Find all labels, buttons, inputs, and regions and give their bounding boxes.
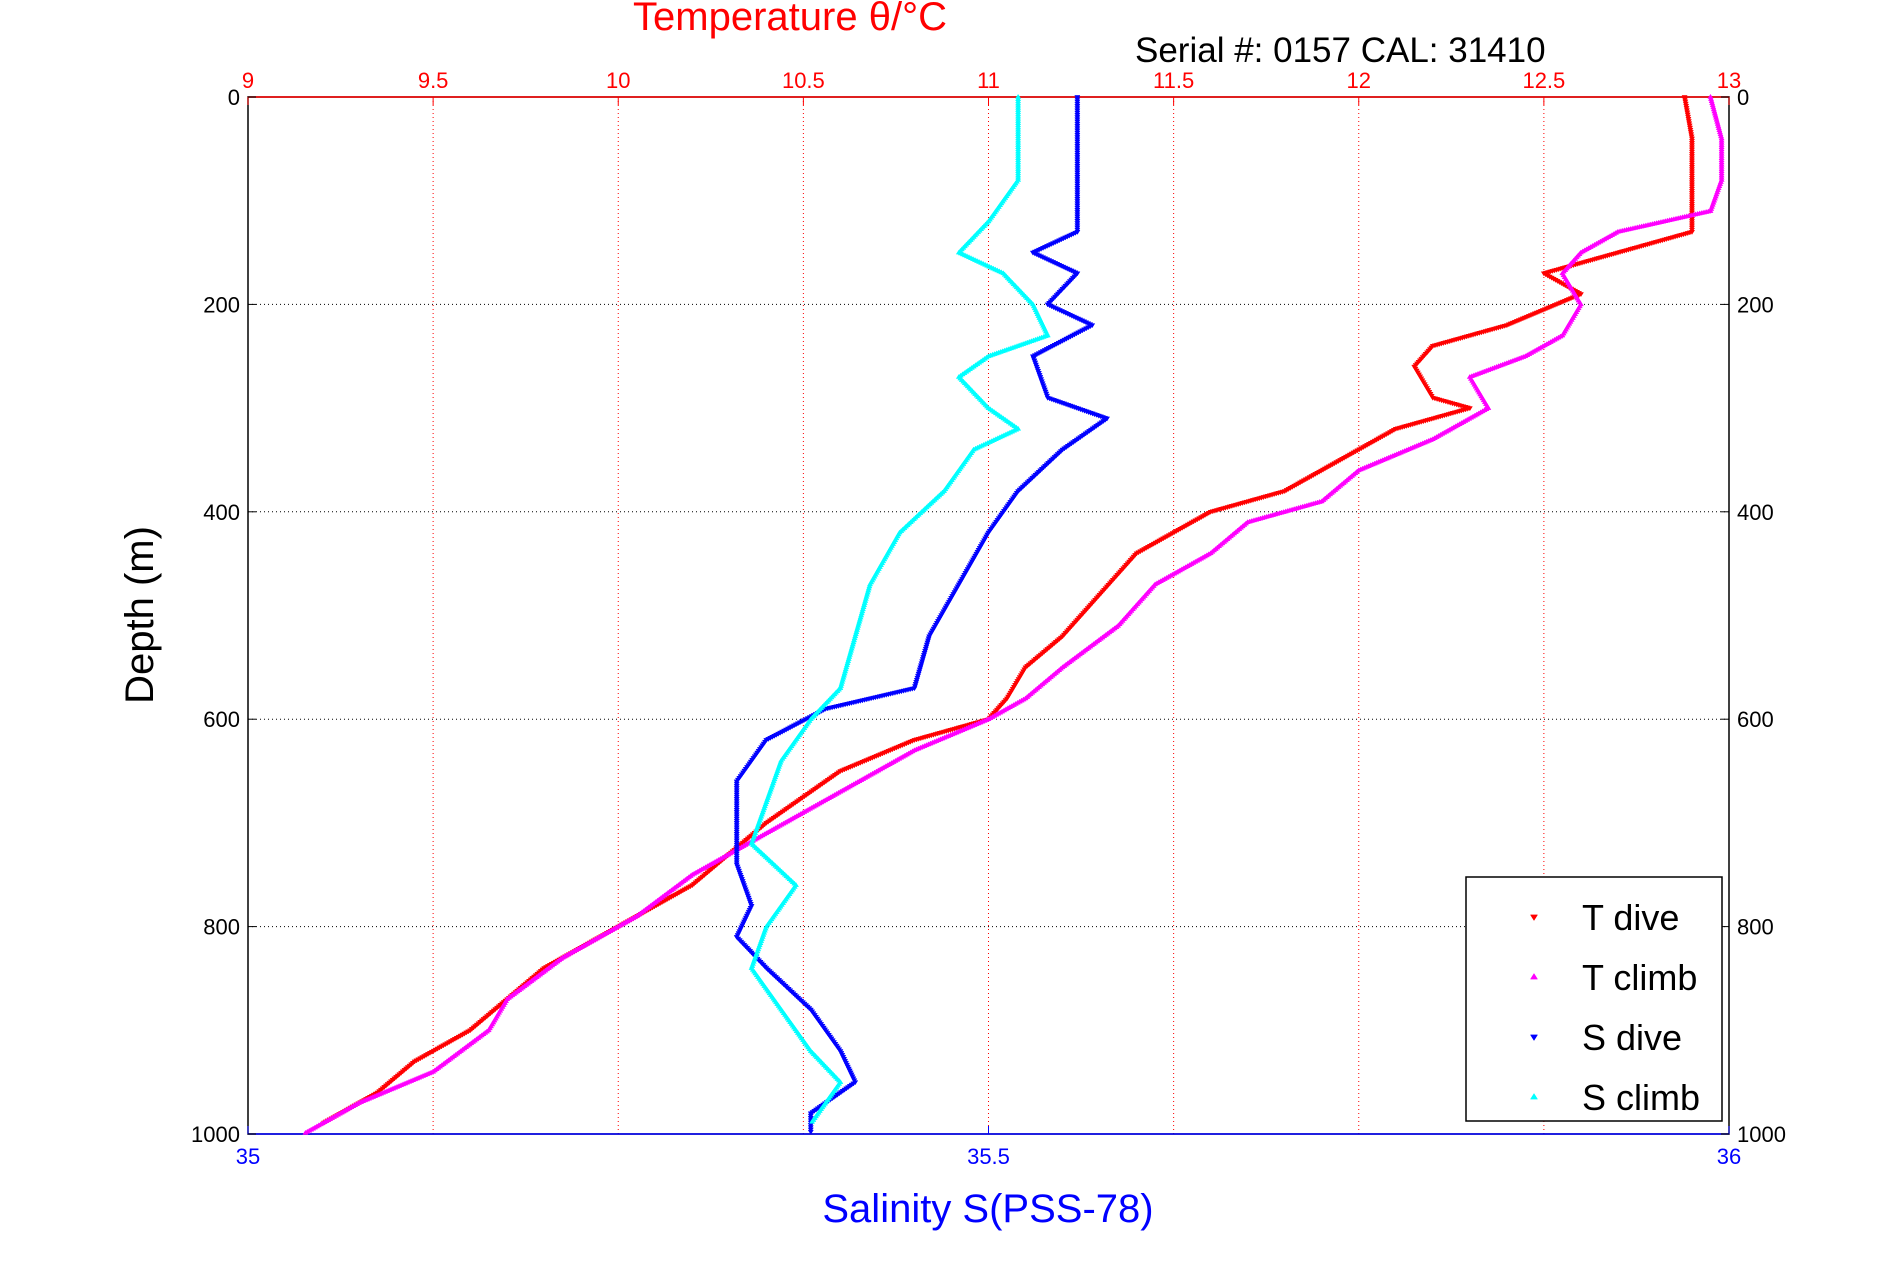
depth-tick-label-left: 1000	[191, 1122, 240, 1147]
temperature-tick-label: 13	[1717, 68, 1741, 93]
temperature-tick-label: 9.5	[418, 68, 449, 93]
legend-label: T dive	[1582, 897, 1679, 938]
temperature-tick-label: 9	[242, 68, 254, 93]
series-t-climb	[302, 93, 1725, 1135]
depth-tick-label-left: 800	[203, 915, 240, 940]
depth-tick-label-right: 1000	[1737, 1122, 1786, 1147]
salinity-tick-label: 35.5	[967, 1144, 1010, 1169]
salinity-tick-label: 35	[236, 1144, 260, 1169]
chart-title: Temperature θ/°C	[633, 0, 947, 39]
legend: T dive T climb S dive S climb	[1465, 876, 1723, 1122]
legend-marker	[1530, 1093, 1538, 1100]
y-axis-label: Depth (m)	[118, 526, 162, 704]
temperature-tick-label: 10.5	[782, 68, 825, 93]
chart-subtitle: Serial #: 0157 CAL: 31410	[1135, 31, 1546, 70]
depth-tick-label-right: 200	[1737, 292, 1774, 317]
depth-tick-label-left: 400	[203, 500, 240, 525]
salinity-ticks: 35 35.5 36	[236, 1126, 1741, 1169]
data-point	[302, 1129, 309, 1135]
legend-box	[1465, 876, 1723, 1122]
temperature-tick-label: 12.5	[1522, 68, 1565, 93]
depth-tick-label-right: 0	[1737, 85, 1749, 110]
temperature-tick-label: 12	[1347, 68, 1371, 93]
series-layer	[302, 93, 1725, 1135]
depth-tick-label-right: 800	[1737, 915, 1774, 940]
depth-ticks: 0 0 200 200 400 400 600 600 800 800 1000 1000	[191, 85, 1786, 1147]
depth-tick-label-left: 200	[203, 292, 240, 317]
x-axis-label: Salinity S(PSS-78)	[822, 1187, 1153, 1231]
data-point	[807, 1129, 814, 1135]
temperature-tick-label: 11	[977, 68, 1000, 93]
depth-tick-label-right: 400	[1737, 500, 1774, 525]
series-s-dive	[733, 95, 1111, 1135]
depth-tick-label-right: 600	[1737, 707, 1774, 732]
legend-marker	[1530, 973, 1538, 980]
depth-tick-label-left: 600	[203, 707, 240, 732]
temperature-tick-label: 10	[606, 68, 630, 93]
series-s-climb	[748, 93, 1051, 1124]
legend-label: T climb	[1582, 957, 1697, 998]
salinity-tick-label: 36	[1717, 1144, 1741, 1169]
legend-marker	[1530, 914, 1538, 921]
legend-label: S dive	[1582, 1017, 1682, 1058]
depth-tick-label-left: 0	[228, 85, 240, 110]
temperature-ticks: 9 9.5 10 10.5 11 11.5 12 12.5 13	[242, 68, 1741, 105]
temperature-tick-label: 11.5	[1153, 68, 1194, 93]
legend-label: S climb	[1582, 1077, 1700, 1118]
legend-marker	[1530, 1034, 1538, 1041]
data-point	[809, 1118, 816, 1124]
